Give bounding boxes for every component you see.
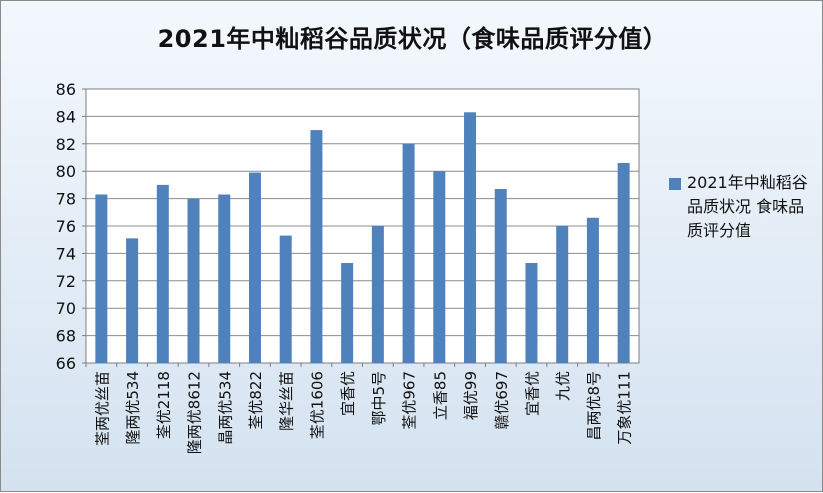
bar [433, 171, 446, 363]
bar [95, 194, 108, 363]
bar [310, 130, 323, 363]
bar [126, 238, 139, 363]
x-tick-label: 荃优967 [401, 371, 419, 430]
bar [556, 226, 569, 363]
x-tick-label: 宜香优 [339, 371, 357, 416]
x-tick-label: 立香85 [431, 371, 449, 420]
x-tick-label: 隆两优534 [124, 371, 142, 445]
gridlines [86, 115, 639, 337]
bar [341, 262, 354, 363]
bar [617, 162, 630, 363]
y-tick-label: 72 [56, 272, 76, 291]
y-tick-label: 74 [56, 244, 76, 263]
x-tick-label: 赣优697 [493, 371, 511, 430]
bar [525, 262, 538, 363]
x-tick-label: 荃优1606 [308, 371, 326, 439]
x-tick-label: 隆两优8612 [186, 371, 204, 454]
bar [371, 226, 384, 363]
bar [279, 235, 292, 363]
y-tick-label: 78 [56, 190, 76, 209]
y-tick-label: 82 [56, 135, 76, 154]
bar [586, 217, 599, 363]
bar [156, 184, 169, 363]
bar [248, 172, 261, 363]
x-tick-label: 万象优111 [616, 371, 634, 445]
bar [187, 198, 200, 363]
x-axis-labels: 荃两优丝苗 隆两优534 荃优2118 隆两优8612 晶两优534 荃优822 隆华丝苗荃… [85, 363, 634, 454]
bar [402, 143, 415, 363]
x-tick-label: 昌两优8号 [585, 371, 603, 441]
chart-title: 2021年中籼稻谷品质状况（食味品质评分值） [157, 25, 668, 53]
x-tick-label: 宜香优 [523, 371, 541, 416]
y-axis-ticks: 86 84 82 80 78 76 74 72 70 68 66 [56, 80, 86, 373]
y-tick-label: 66 [56, 354, 76, 373]
x-tick-label: 荃两优丝苗 [93, 371, 111, 446]
y-tick-label: 86 [56, 80, 76, 99]
y-tick-label: 76 [56, 217, 76, 236]
x-tick-label: 鄂中5号 [370, 371, 388, 426]
y-tick-label: 68 [56, 327, 76, 346]
bar [494, 189, 507, 363]
x-tick-label: 晶两优534 [216, 371, 234, 445]
y-tick-label: 80 [56, 162, 76, 181]
bars [95, 112, 630, 363]
x-tick-label: 荃优822 [247, 371, 265, 430]
x-tick-label: 福优99 [462, 371, 480, 420]
y-tick-label: 70 [56, 299, 76, 318]
legend-label: 2021年中籼稻谷品质状况 食味品质评分值 [687, 173, 808, 240]
y-tick-label: 84 [56, 107, 76, 126]
x-tick-label: 九优 [554, 371, 572, 401]
bar [218, 194, 231, 363]
x-tick-label: 隆华丝苗 [278, 371, 296, 431]
bar [464, 112, 477, 363]
x-tick-label: 荃优2118 [155, 371, 173, 439]
legend-swatch [669, 178, 681, 190]
